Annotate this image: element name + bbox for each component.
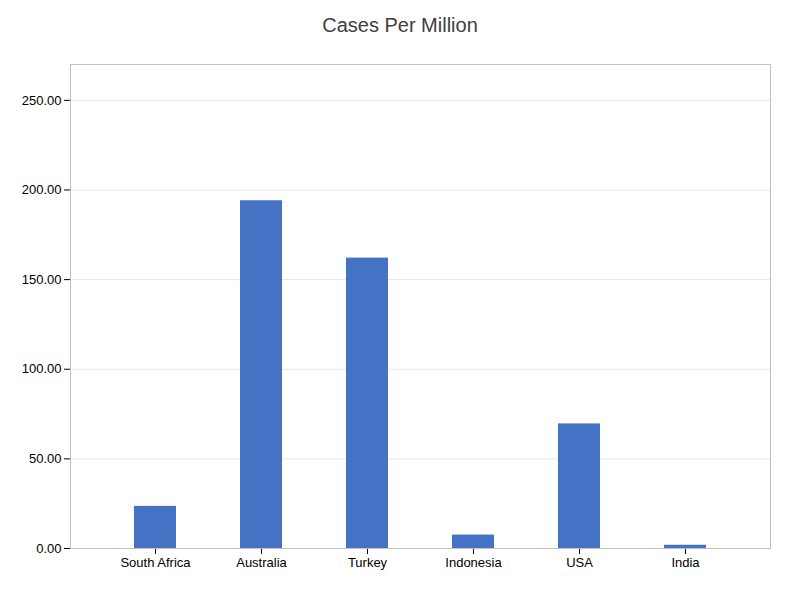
- svg-text:50.00: 50.00: [29, 451, 62, 466]
- html-text:Cases Per Million: Cases Per Million: [322, 14, 478, 36]
- svg-text:0.00: 0.00: [36, 541, 61, 556]
- svg-text:Indonesia: Indonesia: [445, 555, 502, 570]
- svg-text:100.00: 100.00: [22, 361, 62, 376]
- svg-text:Australia: Australia: [236, 555, 287, 570]
- svg-text:250.00: 250.00: [22, 93, 62, 108]
- svg-text:150.00: 150.00: [22, 272, 62, 287]
- svg-text:200.00: 200.00: [22, 182, 62, 197]
- svg-text:USA: USA: [566, 555, 593, 570]
- svg-text:Turkey: Turkey: [348, 555, 388, 570]
- svg-text:South Africa: South Africa: [120, 555, 191, 570]
- svg-text:India: India: [671, 555, 700, 570]
